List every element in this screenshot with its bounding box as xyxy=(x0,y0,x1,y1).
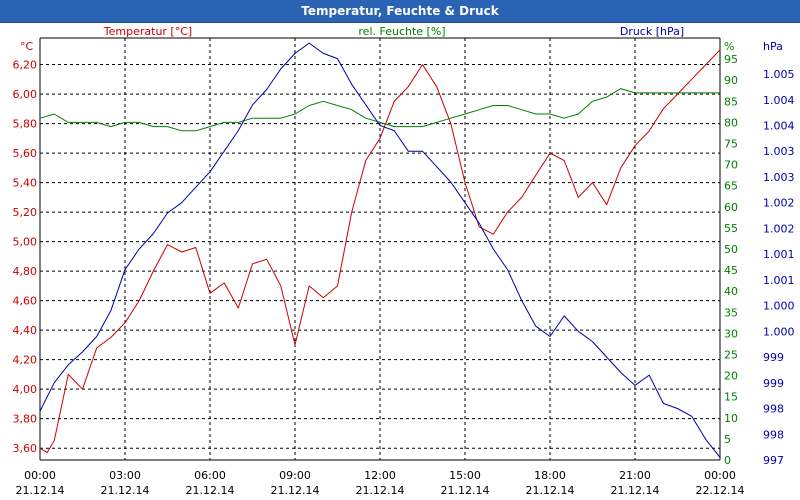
temperature-tick-label: 3,60 xyxy=(13,442,38,455)
humidity-tick-label: 5 xyxy=(724,433,731,446)
date-tick-label: 21.12.14 xyxy=(16,484,65,497)
pressure-tick-label: 1.005 xyxy=(763,68,795,81)
humidity-tick-label: 40 xyxy=(724,285,738,298)
pressure-tick-label: 1.002 xyxy=(763,197,795,210)
title-bar: Temperatur, Feuchte & Druck xyxy=(0,0,800,23)
pressure-tick-label: 1.003 xyxy=(763,145,795,158)
humidity-tick-label: 65 xyxy=(724,180,738,193)
temperature-tick-label: 4,20 xyxy=(13,354,38,367)
temperature-tick-label: 5,80 xyxy=(13,118,38,131)
pressure-tick-label: 1.004 xyxy=(763,94,795,107)
pressure-tick-label: 1.000 xyxy=(763,300,795,313)
date-tick-label: 21.12.14 xyxy=(271,484,320,497)
date-tick-label: 21.12.14 xyxy=(441,484,490,497)
time-tick-label: 12:00 xyxy=(364,469,396,482)
temperature-series-line xyxy=(39,49,721,454)
humidity-tick-label: 35 xyxy=(724,306,738,319)
pressure-tick-label: 1.001 xyxy=(763,248,795,261)
temperature-tick-label: 5,60 xyxy=(13,147,38,160)
pressure-tick-label: 1.000 xyxy=(763,325,795,338)
humidity-tick-label: 15 xyxy=(724,391,738,404)
humidity-tick-label: 75 xyxy=(724,138,738,151)
temperature-tick-label: 5,20 xyxy=(13,206,38,219)
time-tick-label: 21:00 xyxy=(619,469,651,482)
date-tick-label: 21.12.14 xyxy=(186,484,235,497)
temperature-tick-label: 4,80 xyxy=(13,265,38,278)
date-tick-label: 21.12.14 xyxy=(356,484,405,497)
temperature-legend: Temperatur [°C] xyxy=(103,25,192,38)
humidity-tick-label: 60 xyxy=(724,201,738,214)
pressure-axis: 997 998 998 999 999 1.000 1.000 1.001 1.001 1.002… xyxy=(763,68,795,467)
temperature-tick-label: 5,00 xyxy=(13,236,38,249)
date-tick-label: 21.12.14 xyxy=(611,484,660,497)
pressure-tick-label: 1.001 xyxy=(763,274,795,287)
temperature-tick-label: 3,80 xyxy=(13,413,38,426)
temperature-tick-label: 6,00 xyxy=(13,88,38,101)
time-tick-label: 00:00 xyxy=(704,469,736,482)
temperature-tick-label: 6,20 xyxy=(13,59,38,72)
grid xyxy=(40,38,720,460)
date-tick-label: 21.12.14 xyxy=(101,484,150,497)
humidity-unit: % xyxy=(724,40,734,53)
time-tick-label: 00:00 xyxy=(24,469,56,482)
humidity-legend: rel. Feuchte [%] xyxy=(358,25,445,38)
humidity-tick-label: 90 xyxy=(724,74,738,87)
pressure-legend: Druck [hPa] xyxy=(620,25,684,38)
humidity-tick-label: 20 xyxy=(724,370,738,383)
temperature-unit: °C xyxy=(20,40,34,53)
time-tick-label: 03:00 xyxy=(109,469,141,482)
pressure-tick-label: 997 xyxy=(763,454,784,467)
humidity-tick-label: 55 xyxy=(724,222,738,235)
humidity-tick-label: 0 xyxy=(724,454,731,467)
humidity-tick-label: 50 xyxy=(724,243,738,256)
date-tick-label: 22.12.14 xyxy=(696,484,745,497)
humidity-tick-label: 80 xyxy=(724,116,738,129)
pressure-tick-label: 998 xyxy=(763,428,784,441)
time-tick-label: 06:00 xyxy=(194,469,226,482)
temperature-tick-label: 4,40 xyxy=(13,324,38,337)
humidity-tick-label: 30 xyxy=(724,327,738,340)
date-tick-label: 21.12.14 xyxy=(526,484,575,497)
humidity-tick-label: 45 xyxy=(724,264,738,277)
temperature-tick-label: 4,60 xyxy=(13,295,38,308)
humidity-series-line xyxy=(39,88,720,132)
humidity-tick-label: 85 xyxy=(724,95,738,108)
humidity-tick-label: 95 xyxy=(724,53,738,66)
humidity-tick-label: 70 xyxy=(724,159,738,172)
pressure-tick-label: 1.002 xyxy=(763,222,795,235)
humidity-axis: 0 5 10 15 20 25 30 35 40 45 50 55 60 65 70 75 80 85 90 95 xyxy=(724,53,738,467)
chart-title: Temperatur, Feuchte & Druck xyxy=(301,4,499,18)
temperature-tick-label: 4,00 xyxy=(13,383,38,396)
pressure-tick-label: 999 xyxy=(763,377,784,390)
time-axis: 00:00 21.12.14 03:00 21.12.14 06:00 21.12.14 0… xyxy=(16,469,745,497)
time-tick-label: 09:00 xyxy=(279,469,311,482)
pressure-unit: hPa xyxy=(763,40,783,53)
pressure-tick-label: 1.004 xyxy=(763,119,795,132)
humidity-tick-label: 10 xyxy=(724,412,738,425)
series-group xyxy=(39,42,721,458)
humidity-tick-label: 25 xyxy=(724,349,738,362)
pressure-tick-label: 998 xyxy=(763,403,784,416)
time-tick-label: 18:00 xyxy=(534,469,566,482)
temperature-axis: 3,60 3,80 4,00 4,20 4,40 4,60 4,80 5,00 5,20 5,40… xyxy=(13,59,38,456)
pressure-tick-label: 999 xyxy=(763,351,784,364)
temperature-tick-label: 5,40 xyxy=(13,177,38,190)
time-tick-label: 15:00 xyxy=(449,469,481,482)
pressure-series-line xyxy=(39,42,721,458)
axes xyxy=(39,37,721,461)
pressure-tick-label: 1.003 xyxy=(763,171,795,184)
